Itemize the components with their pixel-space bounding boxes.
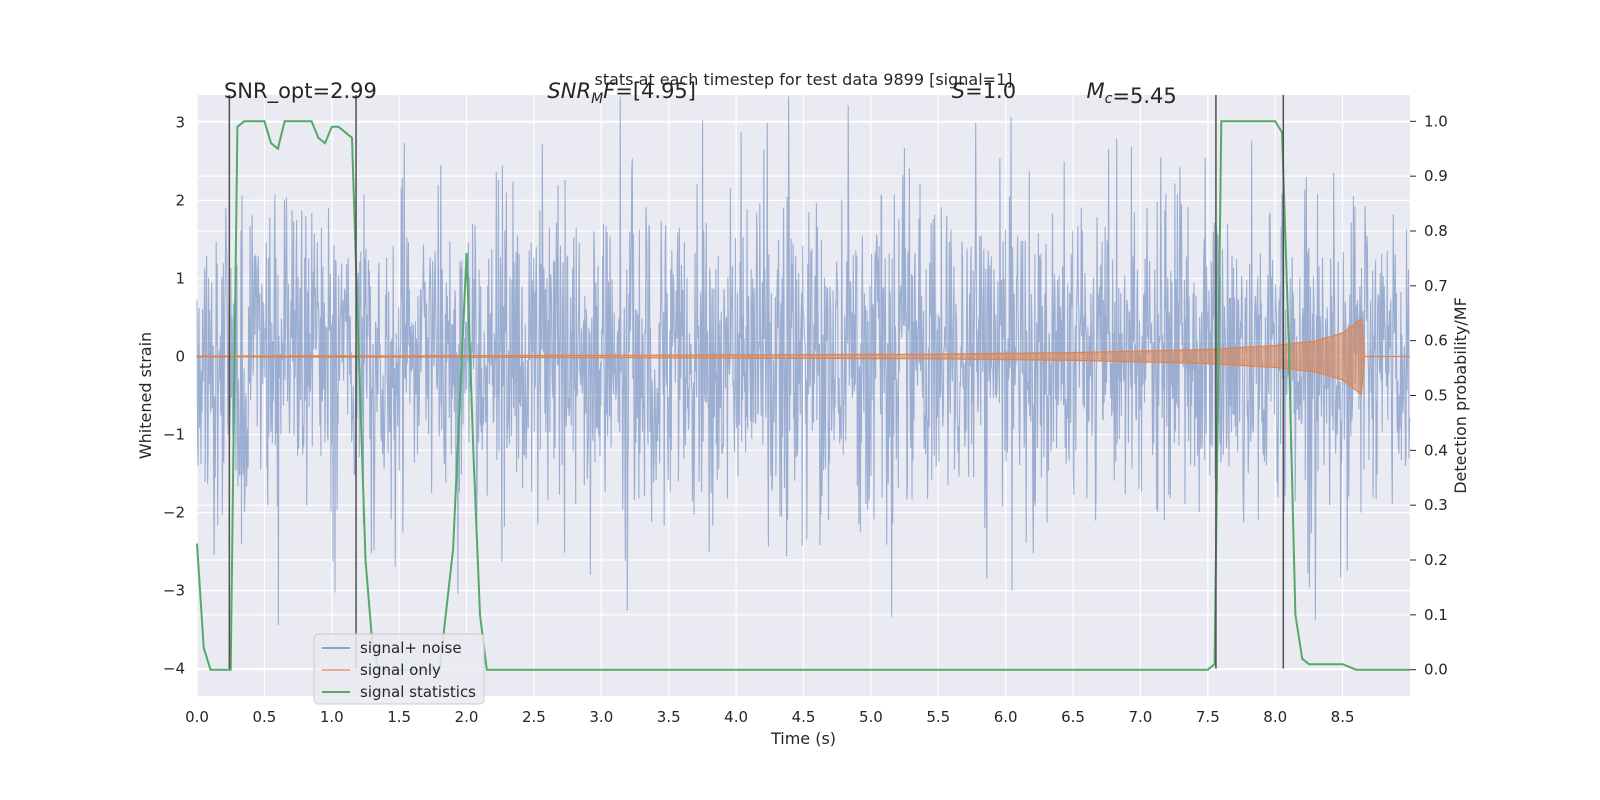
signal-noise-series bbox=[196, 96, 1411, 626]
y-tick-label: −2 bbox=[163, 504, 185, 522]
x-tick-label: 1.5 bbox=[387, 708, 411, 726]
x-tick-label: 3.5 bbox=[657, 708, 681, 726]
x-tick-label: 7.0 bbox=[1129, 708, 1153, 726]
legend-label: signal+ noise bbox=[360, 639, 462, 657]
x-axis-label: Time (s) bbox=[770, 729, 836, 748]
y-tick-label: 0 bbox=[175, 347, 185, 365]
y-tick-label: 2 bbox=[175, 191, 185, 209]
x-tick-label: 3.0 bbox=[589, 708, 613, 726]
y2-tick-label: 0.4 bbox=[1424, 441, 1448, 459]
y-tick-label: −4 bbox=[163, 660, 185, 678]
x-tick-label: 5.0 bbox=[859, 708, 883, 726]
y-tick-label: 1 bbox=[175, 269, 185, 287]
x-tick-label: 2.0 bbox=[455, 708, 479, 726]
signal-only-band bbox=[196, 317, 1410, 396]
y2-tick-label: 0.0 bbox=[1424, 661, 1448, 679]
y-axis-label: Whitened strain bbox=[136, 332, 155, 459]
y2-tick-label: 0.5 bbox=[1424, 387, 1448, 405]
y2-tick-label: 0.3 bbox=[1424, 496, 1448, 514]
legend-box bbox=[313, 633, 485, 705]
y-tick-label: −1 bbox=[163, 426, 185, 444]
legend-label: signal statistics bbox=[360, 683, 476, 701]
signal-only-series bbox=[196, 317, 1410, 396]
legend-label: signal only bbox=[360, 661, 441, 679]
x-tick-label: 4.5 bbox=[792, 708, 816, 726]
y2-tick-label: 1.0 bbox=[1424, 112, 1448, 130]
x-tick-label: 7.5 bbox=[1196, 708, 1220, 726]
x-tick-label: 2.5 bbox=[522, 708, 546, 726]
legend: signal+ noise signal only signal statistic… bbox=[313, 633, 485, 705]
y2-tick-label: 0.9 bbox=[1424, 167, 1448, 185]
y-axis-ticks: −4 −3 −2 −1 0 1 2 3 bbox=[163, 113, 185, 677]
y2-tick-label: 0.6 bbox=[1424, 332, 1448, 350]
y2-axis-label: Detection probability/MF bbox=[1451, 297, 1470, 494]
y2-tick-label: 0.7 bbox=[1424, 277, 1448, 295]
x-tick-label: 1.0 bbox=[320, 708, 344, 726]
x-tick-label: 5.5 bbox=[926, 708, 950, 726]
y-tick-label: −3 bbox=[163, 582, 185, 600]
y-tick-label: 3 bbox=[175, 113, 185, 131]
x-tick-label: 8.5 bbox=[1331, 708, 1355, 726]
annotation: SNRMF=[4.95] bbox=[547, 79, 696, 107]
y2-axis-ticks: 0.0 0.1 0.2 0.3 0.4 0.5 0.6 0.7 0.8 0.9 1.0 bbox=[1410, 112, 1448, 679]
x-tick-label: 4.0 bbox=[724, 708, 748, 726]
x-tick-label: 6.0 bbox=[994, 708, 1018, 726]
x-tick-label: 0.0 bbox=[185, 708, 209, 726]
x-axis-ticks: 0.0 0.5 1.0 1.5 2.0 2.5 3.0 3.5 4.0 4.5 5.0 5.5 6.0 6… bbox=[185, 708, 1354, 726]
annotation: Mc=5.45 bbox=[1087, 79, 1177, 108]
x-tick-label: 8.0 bbox=[1263, 708, 1287, 726]
annotations: SNR_opt=2.99 SNRMF=[4.95] S=1.0 Mc=5.45 bbox=[224, 79, 1177, 108]
x-tick-label: 6.5 bbox=[1061, 708, 1085, 726]
annotation: SNR_opt=2.99 bbox=[224, 79, 377, 104]
y2-tick-label: 0.2 bbox=[1424, 551, 1448, 569]
signal-noise-line bbox=[196, 96, 1411, 626]
annotation: S=1.0 bbox=[952, 79, 1016, 103]
x-tick-label: 0.5 bbox=[252, 708, 276, 726]
chart-title: stats at each timestep for test data 989… bbox=[594, 70, 1012, 89]
vertical-markers bbox=[228, 95, 1285, 669]
y2-tick-label: 0.1 bbox=[1424, 606, 1448, 624]
y2-tick-label: 0.8 bbox=[1424, 222, 1448, 240]
